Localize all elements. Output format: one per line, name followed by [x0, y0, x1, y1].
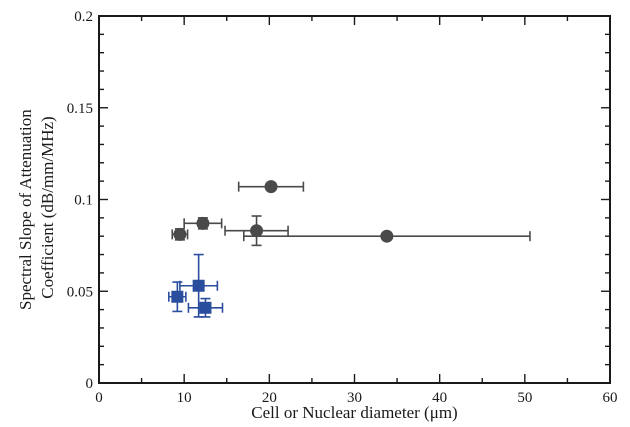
y-axis-title-line-2: Coefficient (dB/mm/MHz) [38, 116, 57, 298]
y-axis-title: Spectral Slope of Attenuation Coefficien… [16, 105, 57, 310]
circle-marker [196, 216, 210, 230]
y-tick-label: 0.2 [74, 9, 93, 25]
plot-frame [98, 15, 611, 384]
x-tick-label: 10 [177, 390, 192, 406]
y-tick-label: 0.1 [74, 193, 93, 209]
square-marker [199, 301, 212, 314]
x-tick-label: 0 [95, 390, 103, 406]
square-marker [192, 279, 205, 292]
circle-point [242, 229, 531, 243]
circle-marker [173, 227, 187, 241]
x-tick-label: 60 [603, 390, 618, 406]
x-tick-label: 20 [262, 390, 277, 406]
circle-marker [250, 224, 264, 238]
plot-axes [98, 15, 611, 384]
x-axis-title: Cell or Nuclear diameter (μm) [251, 403, 457, 422]
x-tick-label: 40 [432, 390, 447, 406]
circle-marker [380, 229, 394, 243]
square-point [168, 281, 187, 313]
y-tick-label: 0.15 [67, 101, 93, 117]
circle-point [183, 216, 223, 230]
y-tick-label: 0 [86, 376, 94, 392]
circle-point [237, 180, 305, 194]
axis-ticks: 0 10 20 30 40 50 60 0 0.05 0.1 0.15 0.2 [67, 9, 618, 406]
square-marker [171, 290, 184, 303]
square-point [187, 297, 224, 318]
circle-marker [264, 180, 278, 194]
y-tick-label: 0.05 [67, 284, 93, 300]
y-axis-title-line-1: Spectral Slope of Attenuation [16, 109, 35, 310]
x-tick-label: 30 [347, 390, 362, 406]
x-tick-label: 50 [517, 390, 532, 406]
data-marks [168, 180, 531, 318]
circle-point [224, 215, 289, 247]
circle-point [171, 227, 189, 241]
